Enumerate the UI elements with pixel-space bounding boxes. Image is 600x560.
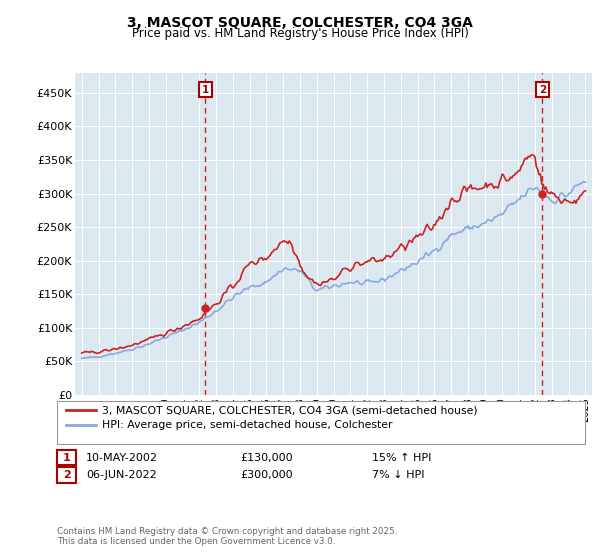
Text: 10-MAY-2002: 10-MAY-2002 [86, 452, 158, 463]
Text: Price paid vs. HM Land Registry's House Price Index (HPI): Price paid vs. HM Land Registry's House … [131, 27, 469, 40]
Text: 1: 1 [63, 452, 70, 463]
Text: 7% ↓ HPI: 7% ↓ HPI [372, 470, 425, 480]
Text: 2: 2 [63, 470, 70, 480]
Text: 2: 2 [539, 85, 546, 95]
Text: HPI: Average price, semi-detached house, Colchester: HPI: Average price, semi-detached house,… [102, 421, 392, 430]
Text: 06-JUN-2022: 06-JUN-2022 [86, 470, 157, 480]
Text: 3, MASCOT SQUARE, COLCHESTER, CO4 3GA: 3, MASCOT SQUARE, COLCHESTER, CO4 3GA [127, 16, 473, 30]
Text: 3, MASCOT SQUARE, COLCHESTER, CO4 3GA (semi-detached house): 3, MASCOT SQUARE, COLCHESTER, CO4 3GA (s… [102, 405, 478, 415]
Text: 15% ↑ HPI: 15% ↑ HPI [372, 452, 431, 463]
Text: £300,000: £300,000 [240, 470, 293, 480]
Text: £130,000: £130,000 [240, 452, 293, 463]
Text: Contains HM Land Registry data © Crown copyright and database right 2025.
This d: Contains HM Land Registry data © Crown c… [57, 526, 397, 546]
Text: 1: 1 [202, 85, 209, 95]
